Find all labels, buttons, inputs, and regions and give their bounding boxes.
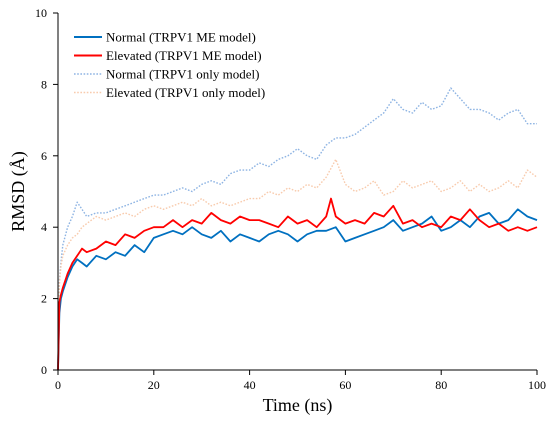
x-tick-label: 100 — [528, 378, 546, 392]
y-tick-label: 0 — [41, 363, 47, 377]
x-axis-title: Time (ns) — [263, 395, 333, 416]
y-tick-label: 8 — [41, 77, 47, 91]
series-line-1 — [57, 208, 538, 371]
data-layer — [57, 87, 538, 371]
series-line-2 — [57, 197, 538, 371]
legend-label-2: Elevated (TRPV1 ME model) — [106, 48, 262, 63]
series-line-4 — [57, 158, 538, 371]
x-tick-label: 0 — [55, 378, 61, 392]
axes-layer: 0 20 40 60 80 100 0 2 4 6 8 10 — [35, 6, 546, 392]
y-tick-label: 4 — [41, 220, 47, 234]
y-tick-label: 10 — [35, 6, 47, 20]
series-line-3 — [57, 87, 537, 371]
x-tick-label: 80 — [435, 378, 447, 392]
x-tick-label: 20 — [148, 378, 160, 392]
y-tick-label: 6 — [41, 149, 47, 163]
y-tick-label: 2 — [41, 292, 47, 306]
x-tick-label: 40 — [244, 378, 256, 392]
legend-label-3: Normal (TRPV1 only model) — [106, 67, 259, 82]
y-axis-title: RMSD (Å) — [8, 151, 29, 232]
x-tick-label: 60 — [339, 378, 351, 392]
legend: Normal (TRPV1 ME model) Elevated (TRPV1 M… — [74, 30, 265, 100]
legend-label-4: Elevated (TRPV1 only model) — [106, 85, 265, 100]
legend-label-1: Normal (TRPV1 ME model) — [106, 30, 256, 45]
